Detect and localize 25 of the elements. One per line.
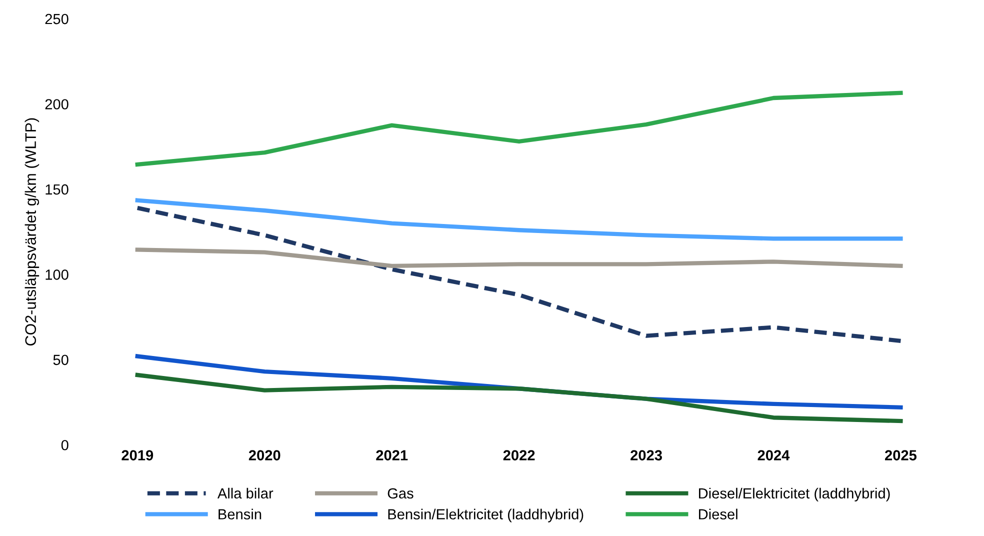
y-tick-label: 200	[45, 99, 68, 110]
legend-label: Bensin	[218, 508, 262, 520]
legend-label: Alla bilar	[217, 488, 274, 499]
x-tick-label: 2023	[630, 450, 662, 460]
line-series	[135, 198, 903, 241]
legend-label: Diesel	[699, 508, 738, 520]
x-tick-label: 2021	[376, 450, 408, 460]
legend-label: Bensin/Elektricitet (laddhybrid)	[388, 508, 584, 522]
x-tick-label: 2019	[122, 450, 154, 460]
line-series	[135, 206, 903, 343]
y-tick-label: 100	[46, 270, 68, 280]
legend-label: Diesel/Elektricitet (laddhybrid)	[699, 488, 890, 502]
legend-label: Gas	[388, 488, 414, 499]
x-tick-label: 2022	[503, 450, 535, 460]
line-series	[135, 248, 903, 268]
y-axis-title: CO2-utsläppsvärdet g/km (WLTP)	[24, 118, 40, 346]
x-tick-label: 2025	[885, 450, 917, 460]
x-tick-label: 2020	[248, 450, 280, 460]
line-series	[135, 372, 903, 424]
y-tick-label: 150	[46, 184, 68, 195]
y-tick-label: 50	[53, 354, 68, 366]
y-tick-label: 250	[45, 14, 68, 24]
x-tick-label: 2024	[758, 450, 790, 460]
line-series	[135, 90, 903, 167]
y-tick-label: 0	[61, 440, 68, 450]
